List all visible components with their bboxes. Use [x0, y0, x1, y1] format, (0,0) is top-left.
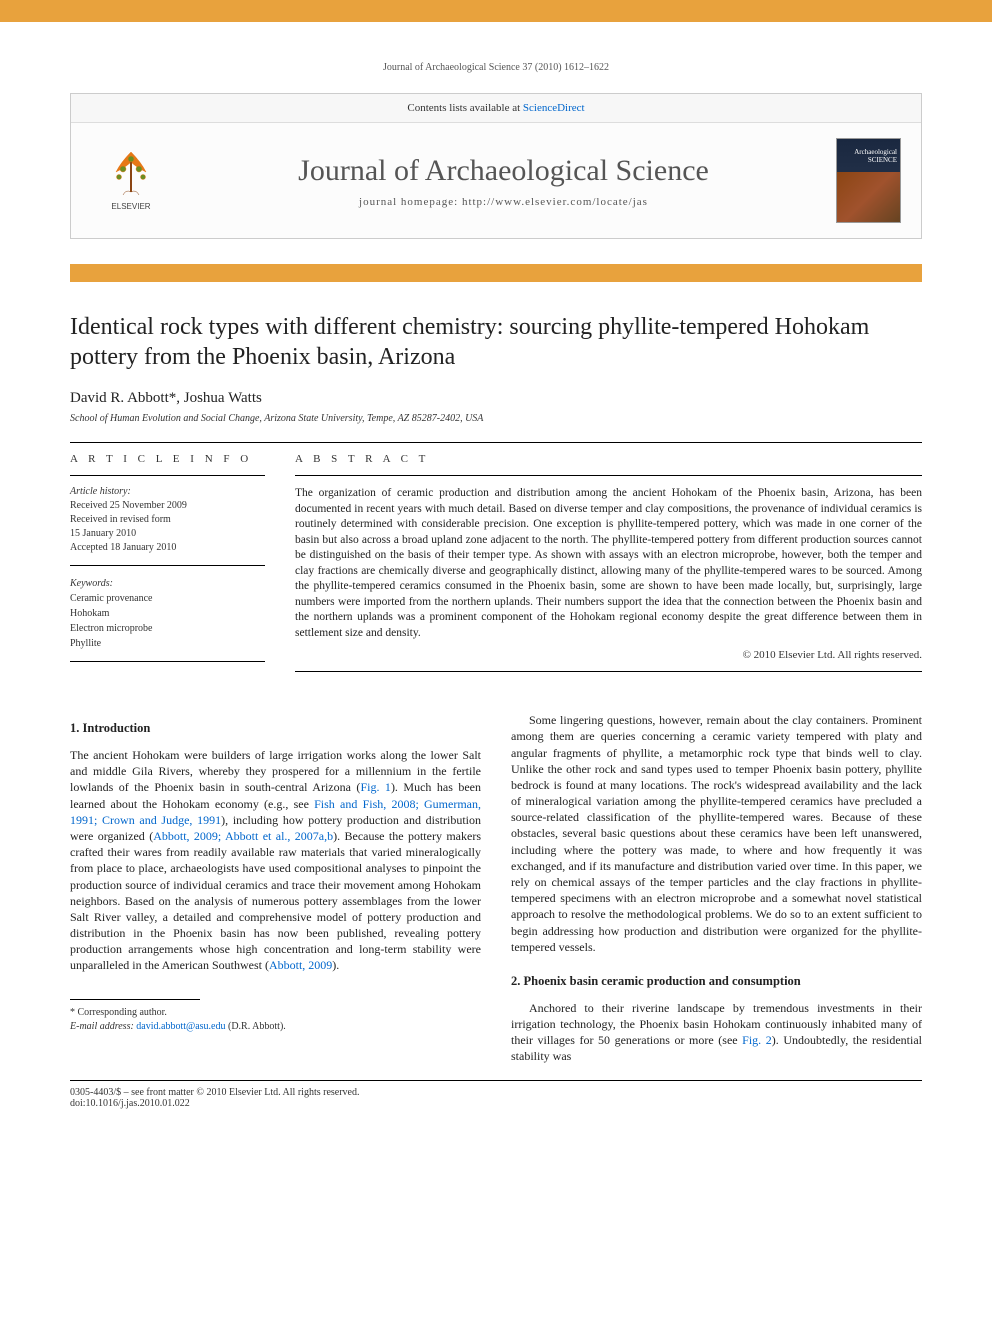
elsevier-logo: ELSEVIER	[91, 141, 171, 221]
col2-para-1: Some lingering questions, however, remai…	[511, 712, 922, 955]
s1p1d: ). Because the pottery makers crafted th…	[70, 829, 481, 973]
cover-label: Archaeological SCIENCE	[854, 149, 897, 164]
email-line: E-mail address: david.abbott@asu.edu (D.…	[70, 1020, 481, 1034]
abstract-text: The organization of ceramic production a…	[295, 486, 922, 641]
keyword-4: Phyllite	[70, 636, 265, 651]
article-info: A R T I C L E I N F O Article history: R…	[70, 453, 265, 682]
column-left: 1. Introduction The ancient Hohokam were…	[70, 712, 481, 1064]
abstract-heading: A B S T R A C T	[295, 453, 922, 465]
body-columns: 1. Introduction The ancient Hohokam were…	[70, 712, 922, 1064]
abstract: A B S T R A C T The organization of cera…	[295, 453, 922, 682]
article-info-heading: A R T I C L E I N F O	[70, 453, 265, 465]
article-history: Article history: Received 25 November 20…	[70, 486, 265, 566]
corresponding-label: * Corresponding author.	[70, 1006, 481, 1020]
divider-top	[70, 442, 922, 443]
info-divider-1	[70, 475, 265, 476]
section-2-heading: 2. Phoenix basin ceramic production and …	[511, 973, 922, 990]
elsevier-tree-icon: ELSEVIER	[101, 147, 161, 214]
keywords: Keywords: Ceramic provenance Hohokam Ele…	[70, 578, 265, 662]
contents-prefix: Contents lists available at	[407, 102, 522, 114]
top-color-bar	[0, 0, 992, 22]
affiliation: School of Human Evolution and Social Cha…	[70, 413, 922, 424]
fig-1-link[interactable]: Fig. 1	[360, 780, 391, 794]
section-2-para-1: Anchored to their riverine landscape by …	[511, 1000, 922, 1065]
keyword-2: Hohokam	[70, 606, 265, 621]
footnote-divider	[70, 999, 200, 1000]
accepted-date: Accepted 18 January 2010	[70, 541, 265, 555]
homepage-url: http://www.elsevier.com/locate/jas	[462, 196, 648, 208]
received-date: Received 25 November 2009	[70, 499, 265, 513]
page-container: Journal of Archaeological Science 37 (20…	[0, 22, 992, 1139]
journal-title: Journal of Archaeological Science	[171, 154, 836, 188]
orange-divider-bar	[70, 264, 922, 282]
journal-cover-thumbnail: Archaeological SCIENCE	[836, 138, 901, 223]
masthead-contents-line: Contents lists available at ScienceDirec…	[71, 94, 921, 123]
sciencedirect-link[interactable]: ScienceDirect	[523, 102, 585, 114]
section-1-heading: 1. Introduction	[70, 720, 481, 737]
column-right: Some lingering questions, however, remai…	[511, 712, 922, 1064]
s1p1e: ).	[332, 958, 339, 972]
authors: David R. Abbott*, Joshua Watts	[70, 390, 922, 407]
svg-text:ELSEVIER: ELSEVIER	[111, 202, 150, 211]
running-header: Journal of Archaeological Science 37 (20…	[70, 62, 922, 73]
journal-title-block: Journal of Archaeological Science journa…	[171, 154, 836, 208]
keywords-label: Keywords:	[70, 578, 265, 589]
article-title: Identical rock types with different chem…	[70, 312, 922, 372]
corresponding-author-footnote: * Corresponding author. E-mail address: …	[70, 1006, 481, 1034]
abstract-bottom-divider	[295, 671, 922, 672]
masthead-main: ELSEVIER Journal of Archaeological Scien…	[71, 123, 921, 238]
journal-homepage: journal homepage: http://www.elsevier.co…	[171, 196, 836, 208]
email-link[interactable]: david.abbott@asu.edu	[136, 1021, 225, 1032]
revised-line-2: 15 January 2010	[70, 527, 265, 541]
homepage-prefix: journal homepage:	[359, 196, 462, 208]
email-suffix: (D.R. Abbott).	[226, 1021, 286, 1032]
history-label: Article history:	[70, 486, 265, 497]
refs-2[interactable]: Abbott, 2009; Abbott et al., 2007a,b	[153, 829, 333, 843]
issn-line: 0305-4403/$ – see front matter © 2010 El…	[70, 1087, 359, 1098]
refs-3[interactable]: Abbott, 2009	[269, 958, 332, 972]
keyword-1: Ceramic provenance	[70, 591, 265, 606]
fig-2-link[interactable]: Fig. 2	[742, 1033, 772, 1047]
cover-image-area	[837, 172, 900, 222]
bottom-divider	[70, 1080, 922, 1081]
info-abstract-row: A R T I C L E I N F O Article history: R…	[70, 453, 922, 682]
bottom-left: 0305-4403/$ – see front matter © 2010 El…	[70, 1087, 359, 1109]
keyword-3: Electron microprobe	[70, 621, 265, 636]
bottom-info: 0305-4403/$ – see front matter © 2010 El…	[70, 1087, 922, 1109]
masthead: Contents lists available at ScienceDirec…	[70, 93, 922, 239]
abstract-copyright: © 2010 Elsevier Ltd. All rights reserved…	[295, 649, 922, 661]
revised-line-1: Received in revised form	[70, 513, 265, 527]
email-label: E-mail address:	[70, 1021, 136, 1032]
abstract-divider	[295, 475, 922, 476]
doi-line: doi:10.1016/j.jas.2010.01.022	[70, 1098, 359, 1109]
section-1-para-1: The ancient Hohokam were builders of lar…	[70, 747, 481, 974]
